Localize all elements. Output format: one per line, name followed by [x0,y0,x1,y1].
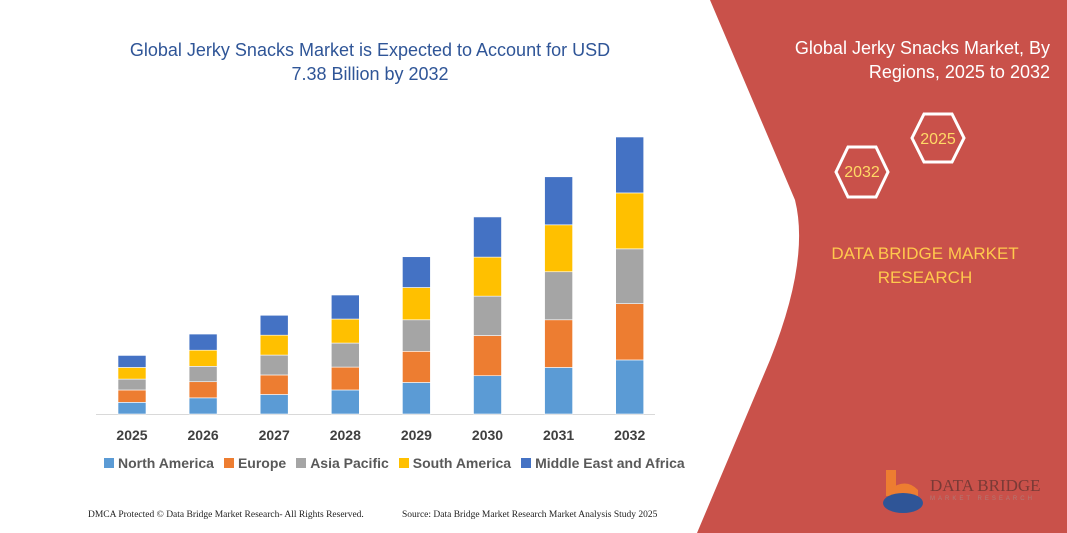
legend-swatch [521,458,532,468]
legend-swatch [296,458,307,468]
legend-label: Asia Pacific [310,455,389,471]
legend-label: North America [118,455,214,471]
bar-2027-north-america [259,394,289,415]
hexagon-2025 [910,112,966,164]
legend-label: South America [412,455,512,471]
x-tick-label: 2032 [614,427,645,443]
bar-2025-asia-pacific [117,378,147,391]
bar-2031-north-america [544,367,573,415]
bar-2030-europe [473,335,502,377]
legend-swatch [223,458,234,468]
bar-2029-europe [402,351,431,383]
hex-label-2025: 2025 [920,131,956,148]
bar-2032-europe [615,303,645,361]
legend-item: Asia Pacific [296,455,389,471]
right-panel-title: Global Jerky Snacks Market, By Regions, … [794,38,1050,82]
legend-swatch [104,458,114,468]
legend-item: North America [104,455,214,471]
hex-label-2032: 2032 [844,164,880,181]
bar-2032-asia-pacific [615,248,645,304]
bar-2027-south-america [259,334,289,356]
logo-icon [883,470,923,513]
bar-2028-europe [330,366,360,391]
x-tick-label: 2026 [188,427,219,443]
brand-name: DATA BRIDGE MARKET RESEARCH [831,244,1019,287]
bar-2025-south-america [117,367,147,380]
x-tick-label: 2031 [543,427,574,443]
legend-item: South America [398,455,512,471]
stacked-bar-chart: 2025 2026 2027 2028 2029 2030 2031 2032 [96,136,655,443]
bar-2030-middle-east-and-africa [473,216,502,258]
bar-2026-asia-pacific [188,366,218,383]
logo-subtext: MARKET RESEARCH [930,496,1035,502]
bar-2032-middle-east-and-africa [615,136,645,194]
bar-2028-middle-east-and-africa [330,294,360,320]
bar-2030-north-america [473,375,502,415]
footer-source: Source: Data Bridge Market Research Mark… [402,510,658,520]
x-tick-label: 2025 [116,427,147,443]
bar-2029-north-america [402,382,431,415]
bar-2026-north-america [188,397,218,415]
red-panel-shape [697,0,1067,533]
bar-2029-asia-pacific [402,319,431,352]
bar-2031-asia-pacific [544,271,573,321]
bar-2028-north-america [330,389,360,415]
x-tick-label: 2028 [330,427,361,443]
bar-2027-europe [259,374,289,395]
bar-2027-asia-pacific [259,354,289,376]
bar-2026-south-america [188,349,218,367]
x-tick-label: 2030 [472,427,503,443]
bar-2027-middle-east-and-africa [259,314,289,336]
footer-copyright: DMCA Protected © Data Bridge Market Rese… [88,510,364,520]
bar-2028-asia-pacific [330,342,360,368]
legend-label: Europe [237,455,287,471]
bar-2031-europe [544,319,573,368]
bar-2031-south-america [544,224,573,273]
chart-legend: North America Europe Asia Pacific South Ame… [104,455,685,471]
bar-2029-south-america [402,287,431,321]
bar-2031-middle-east-and-africa [544,176,573,226]
bar-2032-south-america [615,192,645,250]
bar-2025-middle-east-and-africa [117,355,147,368]
bar-2028-south-america [330,318,360,344]
bar-2030-south-america [473,256,502,297]
legend-item: Europe [223,455,287,471]
bar-2029-middle-east-and-africa [402,256,431,288]
x-tick-label: 2027 [259,427,290,443]
logo-text: DATA BRIDGE [930,476,1041,495]
chart-title: Global Jerky Snacks Market is Expected t… [129,40,611,84]
legend-label: Middle East and Africa [535,455,685,471]
bar-2026-europe [188,381,218,399]
bar-2025-north-america [117,402,147,415]
legend-swatch [398,458,409,468]
bar-2025-europe [117,389,147,403]
x-tick-label: 2029 [401,427,432,443]
bar-2030-asia-pacific [473,295,502,336]
bar-2032-north-america [615,359,645,415]
hexagon-2032 [834,145,890,199]
legend-item: Middle East and Africa [521,455,685,471]
bar-2026-middle-east-and-africa [188,333,218,351]
